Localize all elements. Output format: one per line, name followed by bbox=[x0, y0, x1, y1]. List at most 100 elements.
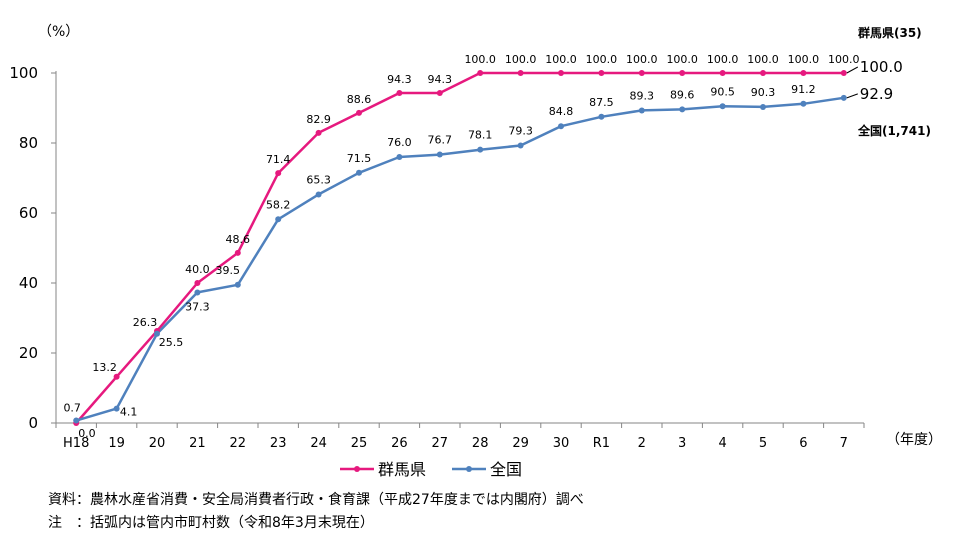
series-annotations: 100.0 92.9 群馬県(35) 全国(1,741) bbox=[846, 25, 931, 138]
gunma-data-label: 88.6 bbox=[347, 93, 372, 106]
gunma-data-point bbox=[356, 109, 362, 116]
gunma-data-label: 100.0 bbox=[505, 53, 537, 66]
national-data-point bbox=[840, 94, 847, 101]
gunma-data-label: 26.3 bbox=[133, 316, 158, 329]
gunma-data-point bbox=[234, 249, 241, 256]
national-data-label: 89.3 bbox=[630, 89, 655, 102]
national-data-label: 39.5 bbox=[216, 264, 241, 277]
national-data-label: 25.5 bbox=[159, 336, 184, 349]
x-tick-label: 19 bbox=[108, 436, 125, 451]
gunma-data-label: 100.0 bbox=[626, 53, 658, 66]
data-labels: 0.0 13.2 26.3 40.0 48.6 71.4 82.9 88.6 94.3 94.3 1… bbox=[63, 53, 859, 440]
national-data-label: 0.7 bbox=[63, 402, 81, 415]
national-series-line bbox=[75, 96, 844, 422]
x-tick-label: 24 bbox=[310, 436, 327, 451]
x-tick-label: 3 bbox=[678, 436, 686, 451]
gunma-data-label: 94.3 bbox=[428, 73, 453, 86]
national-end-value: 92.9 bbox=[860, 85, 893, 103]
x-tick-label: 28 bbox=[472, 436, 489, 451]
gunma-data-point bbox=[275, 170, 282, 177]
national-data-label: 89.6 bbox=[670, 88, 695, 101]
national-data-label: 91.2 bbox=[791, 83, 816, 96]
national-data-point bbox=[598, 113, 605, 120]
y-tick-label: 0 bbox=[28, 414, 38, 432]
gunma-data-point bbox=[840, 70, 847, 76]
national-data-label: 84.8 bbox=[549, 105, 574, 118]
x-tick-label: 23 bbox=[270, 436, 287, 451]
x-tick-label: 30 bbox=[553, 436, 570, 451]
national-data-label: 58.2 bbox=[266, 198, 291, 211]
series-lines bbox=[75, 71, 844, 424]
y-tick-label: 100 bbox=[9, 64, 38, 82]
national-data-point bbox=[517, 142, 524, 149]
x-tick-label: R1 bbox=[593, 436, 610, 451]
national-data-label: 71.5 bbox=[347, 152, 372, 165]
x-tick-label: 20 bbox=[149, 436, 166, 451]
national-data-point bbox=[436, 151, 443, 158]
gunma-data-point bbox=[477, 70, 484, 76]
national-data-label: 90.3 bbox=[751, 86, 776, 99]
gunma-data-label: 71.4 bbox=[266, 153, 291, 166]
x-axis-unit-label: （年度） bbox=[886, 432, 942, 448]
national-data-point bbox=[234, 281, 241, 288]
national-data-point bbox=[275, 216, 282, 223]
gunma-data-label: 100.0 bbox=[747, 53, 779, 66]
gunma-data-point bbox=[558, 70, 564, 76]
gunma-data-label: 94.3 bbox=[387, 73, 412, 86]
gunma-data-point bbox=[598, 70, 605, 76]
national-data-point bbox=[477, 146, 484, 153]
national-data-label: 4.1 bbox=[120, 406, 138, 419]
gunma-data-label: 100.0 bbox=[788, 53, 820, 66]
axes bbox=[55, 71, 864, 424]
national-data-label: 76.7 bbox=[428, 134, 453, 147]
national-data-point bbox=[356, 169, 362, 176]
gunma-end-value: 100.0 bbox=[860, 58, 903, 76]
x-axis-ticks: H18 19 20 21 22 23 24 25 26 27 28 29 30 R1 2 3 4 5 6 7 bbox=[55, 423, 865, 451]
gunma-series-annotation: 群馬県(35) bbox=[857, 25, 922, 40]
legend-gunma-marker bbox=[354, 466, 360, 472]
national-data-point bbox=[113, 405, 120, 412]
x-tick-label: 22 bbox=[230, 436, 247, 451]
gunma-data-label: 100.0 bbox=[828, 53, 860, 66]
x-tick-label: 21 bbox=[189, 436, 206, 451]
gunma-data-label: 40.0 bbox=[185, 263, 210, 276]
x-tick-label: 26 bbox=[391, 436, 408, 451]
national-data-point bbox=[154, 330, 160, 337]
national-data-point bbox=[194, 289, 201, 296]
series-points bbox=[73, 70, 847, 426]
gunma-data-label: 100.0 bbox=[707, 53, 739, 66]
gunma-data-point bbox=[436, 89, 443, 96]
gunma-data-point bbox=[396, 89, 403, 96]
footnote: 注 ：括弧内は管内市町村数（令和8年3月末現在） bbox=[48, 514, 374, 531]
national-data-point bbox=[719, 103, 726, 110]
gunma-data-label: 100.0 bbox=[545, 53, 577, 66]
gunma-data-label: 100.0 bbox=[666, 53, 698, 66]
legend-national-marker bbox=[466, 466, 472, 472]
gunma-data-label: 100.0 bbox=[464, 53, 496, 66]
gunma-data-point bbox=[800, 70, 807, 76]
gunma-data-label: 48.6 bbox=[226, 233, 251, 246]
gunma-data-point bbox=[679, 70, 686, 76]
national-data-point bbox=[558, 123, 564, 130]
gunma-data-point bbox=[719, 70, 726, 76]
national-end-leader bbox=[846, 93, 858, 99]
x-tick-label: 4 bbox=[718, 436, 726, 451]
y-tick-label: 80 bbox=[19, 134, 38, 152]
national-data-label: 65.3 bbox=[306, 173, 331, 186]
y-axis-ticks: 0 20 40 60 80 100 bbox=[9, 64, 56, 432]
x-tick-label: 29 bbox=[512, 436, 529, 451]
national-data-label: 78.1 bbox=[468, 129, 493, 142]
gunma-data-point bbox=[194, 280, 201, 286]
national-series-annotation: 全国(1,741) bbox=[857, 123, 931, 138]
gunma-data-label: 13.2 bbox=[92, 361, 117, 374]
national-data-label: 87.5 bbox=[589, 96, 614, 109]
gunma-data-label: 82.9 bbox=[306, 113, 331, 126]
x-tick-label: 25 bbox=[351, 436, 368, 451]
national-data-point bbox=[396, 154, 403, 160]
y-tick-label: 60 bbox=[19, 204, 38, 222]
x-tick-label: 7 bbox=[840, 436, 848, 451]
gunma-series-line bbox=[75, 71, 844, 424]
gunma-data-point bbox=[113, 373, 120, 380]
